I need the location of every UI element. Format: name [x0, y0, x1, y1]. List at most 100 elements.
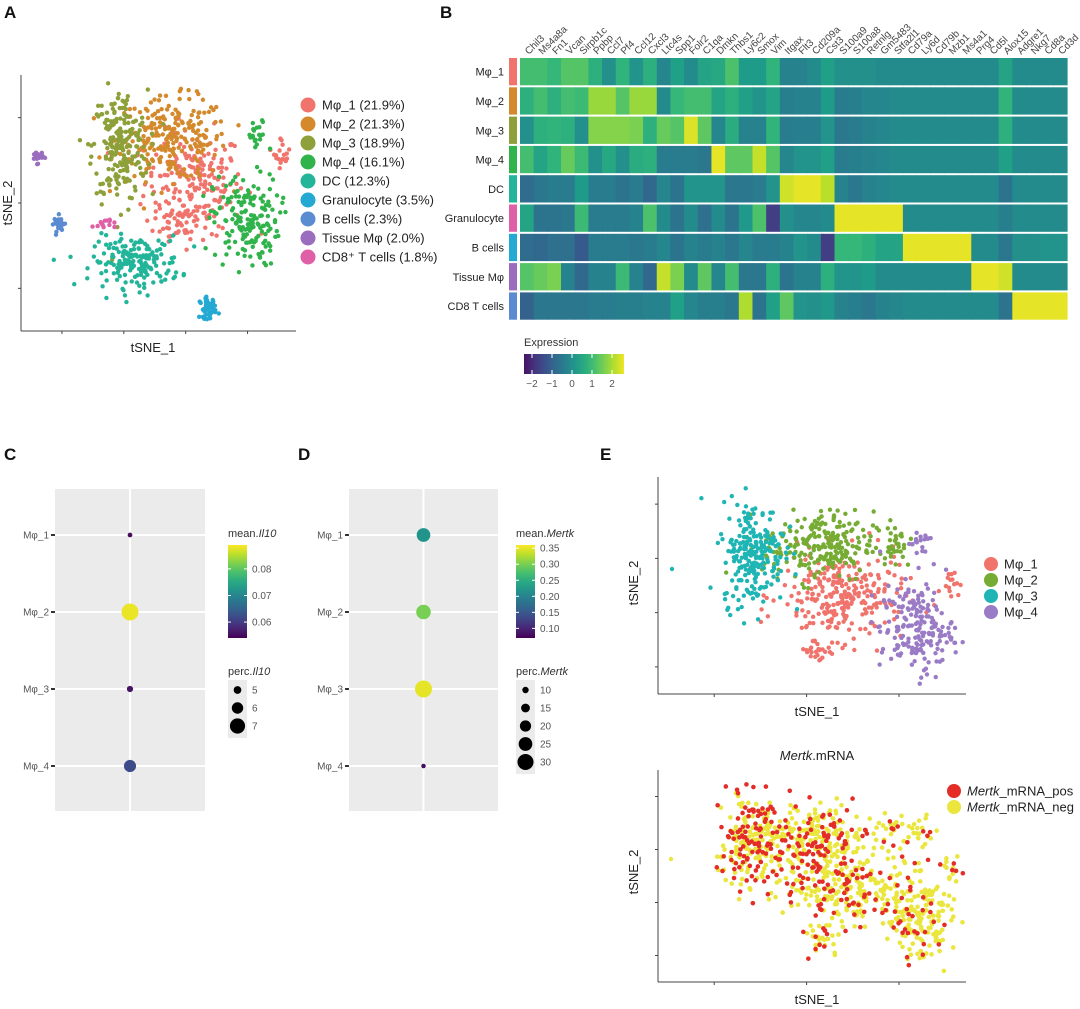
a-point	[132, 184, 137, 189]
e1-point	[770, 531, 775, 536]
e2-point-neg	[750, 814, 755, 819]
heatmap-cell	[752, 175, 767, 203]
heatmap-cell	[1039, 145, 1054, 174]
e2-point-neg	[914, 935, 920, 940]
a-point	[283, 209, 288, 215]
heatmap-cell	[547, 175, 562, 203]
a-point	[105, 117, 110, 123]
e2-point-pos	[826, 832, 831, 838]
e2-point-pos	[715, 802, 720, 808]
a-point	[166, 167, 171, 172]
e1-point	[738, 523, 743, 528]
e2-point-neg	[917, 955, 923, 961]
row-annotation-bar	[509, 204, 517, 232]
heatmap-cell	[930, 263, 945, 291]
e2-point-neg	[815, 818, 821, 823]
a-point	[118, 116, 123, 121]
e1-point	[837, 519, 842, 525]
e1-point	[765, 580, 770, 585]
e2-point-pos	[737, 864, 742, 870]
e2-point-pos	[951, 861, 957, 866]
a-point	[152, 147, 157, 153]
e1-point	[750, 507, 755, 512]
e1-point	[919, 618, 924, 623]
e2-point-pos	[797, 833, 802, 839]
e2-point-pos	[746, 813, 751, 819]
heatmap-cell	[574, 233, 589, 262]
heatmap-cell	[711, 233, 726, 262]
e2-point-neg	[876, 880, 881, 885]
e1-point	[831, 602, 836, 608]
e2-point-pos	[872, 907, 877, 913]
e2-point-neg	[878, 887, 883, 893]
e1-point	[741, 539, 746, 545]
e1-point	[804, 623, 809, 629]
a-point	[240, 200, 245, 205]
a-point	[220, 262, 225, 267]
a-legend-label: Mφ_4 (16.1%)	[322, 155, 405, 170]
a-point	[153, 209, 158, 214]
a-point	[119, 163, 125, 168]
e2-point-pos	[776, 857, 781, 862]
a-point	[50, 222, 56, 227]
a-point	[197, 204, 202, 210]
heatmap-cell	[779, 58, 795, 86]
a-point	[260, 250, 265, 255]
e2-point-pos	[861, 909, 867, 915]
heatmap-cell	[1012, 292, 1027, 320]
panel-c-dotplot: Mφ_1Mφ_2Mφ_3Mφ_4mean.Il100.060.070.08per…	[23, 489, 277, 811]
a-point	[171, 233, 176, 238]
e2-point-neg	[950, 871, 956, 877]
e2-point-neg	[944, 859, 949, 865]
heatmap-cell	[902, 263, 918, 291]
e2-point-neg	[894, 819, 899, 825]
heatmap-row-label: Granulocyte	[445, 213, 504, 225]
a-point	[167, 153, 173, 159]
d-size-legend-label: 15	[540, 704, 552, 715]
heatmap-cell	[629, 116, 644, 144]
heatmap-cell	[533, 145, 548, 174]
a-point	[124, 144, 129, 150]
e2-title-rest: .mRNA	[812, 748, 854, 763]
e2-point-neg	[839, 802, 844, 808]
d-colorbar-tick-label: 0.25	[540, 576, 560, 587]
e2-point-pos	[904, 954, 910, 960]
e2-legend-gene: Mertk	[967, 800, 1001, 815]
e1-point	[837, 566, 842, 571]
e2-point-neg	[789, 829, 795, 834]
a-point	[131, 242, 137, 248]
heatmap-cell	[848, 292, 863, 320]
e2-point-pos	[953, 868, 959, 874]
e2-point-neg	[814, 894, 820, 899]
e2-point-pos	[726, 834, 731, 840]
panel-a-tsne: tSNE_1 tSNE_2 Mφ_1 (21.9%)Mφ_2 (21.3%)Mφ…	[0, 75, 437, 355]
e2-point-pos	[883, 907, 889, 913]
e2-point-pos	[746, 808, 752, 814]
e1-legend-swatch	[984, 605, 998, 619]
e2-point-neg	[930, 913, 936, 918]
e1-point	[842, 592, 847, 597]
e1-point	[834, 625, 840, 631]
a-point	[123, 101, 129, 107]
e1-point	[940, 624, 945, 630]
heatmap-cell	[711, 116, 726, 144]
e2-point-neg	[844, 907, 850, 913]
e1-point	[767, 540, 772, 546]
a-point	[137, 283, 142, 288]
e2-point-neg	[747, 887, 753, 892]
e2-point-pos	[745, 824, 751, 829]
e2-point-pos	[817, 942, 822, 948]
a-point	[188, 237, 193, 242]
heatmap-cell	[615, 233, 630, 262]
e2-point-pos	[765, 874, 771, 880]
e2-point-neg	[803, 827, 809, 833]
a-point	[237, 226, 243, 231]
e1-point	[921, 599, 926, 604]
e1-point	[813, 649, 819, 655]
e2-point-neg	[936, 913, 942, 919]
a-point	[207, 215, 212, 221]
a-point	[202, 133, 207, 138]
a-point	[91, 254, 97, 259]
heatmap-cell	[779, 233, 795, 262]
e1-point	[841, 611, 846, 617]
